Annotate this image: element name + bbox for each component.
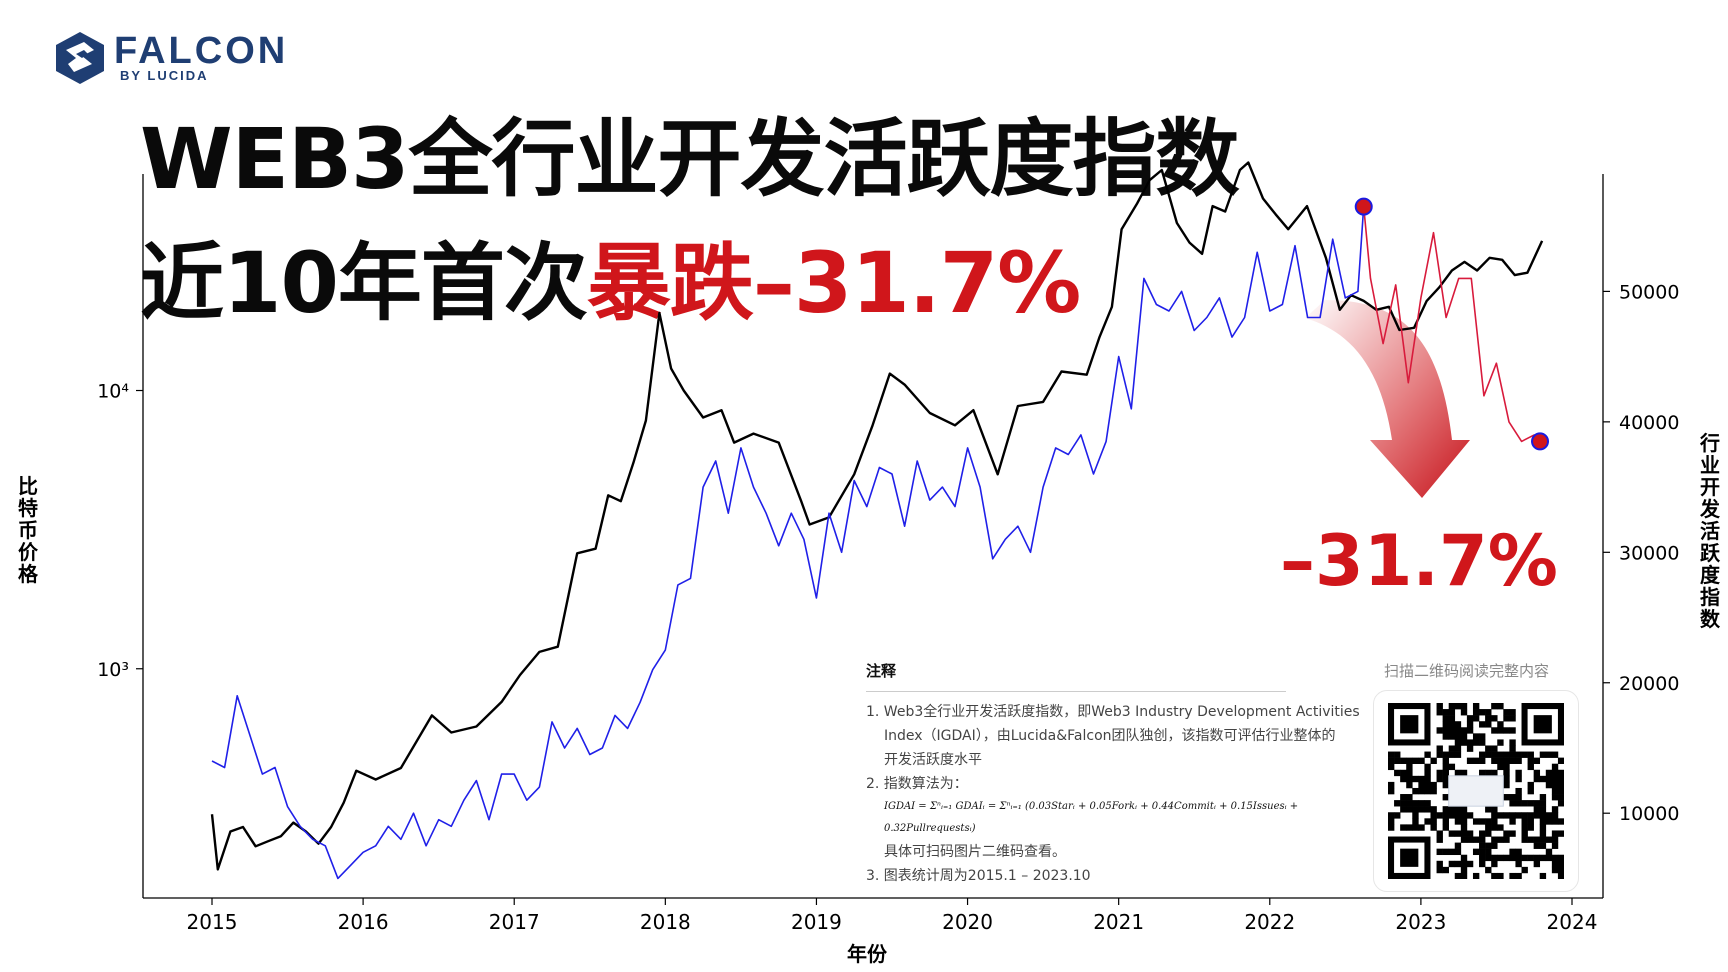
headline-line2: 近10年首次暴跌–31.7% — [140, 216, 1081, 337]
y-axis-right-label: 行业开发活跃度指数 — [1700, 431, 1720, 631]
y-right-tick-label: 40000 — [1619, 412, 1679, 434]
x-tick-label: 2024 — [1547, 910, 1598, 934]
marker-layer — [1354, 197, 1550, 451]
x-tick-label: 2020 — [942, 910, 993, 934]
x-tick-label: 2018 — [640, 910, 691, 934]
decline-arrow-icon — [1305, 300, 1470, 498]
note-divider — [866, 691, 1286, 692]
headline-line1: WEB3全行业开发活跃度指数 — [140, 110, 1240, 208]
note-item2-line2: 具体可扫码图片二维码查看。 — [884, 844, 1066, 860]
y-right-tick-label: 50000 — [1619, 281, 1679, 303]
y-right-tick-label: 10000 — [1619, 803, 1679, 825]
x-tick-label: 2021 — [1093, 910, 1144, 934]
y-left-tick-label: 10⁴ — [97, 381, 129, 403]
brand-logo: FALCON BY LUCIDA — [54, 30, 288, 86]
dev-index-line — [211, 206, 1365, 880]
note-box: 注释 1. Web3全行业开发活跃度指数，即Web3 Industry Deve… — [866, 660, 1366, 888]
btc-price-line — [210, 161, 1544, 871]
note-item2: 2. 指数算法为： — [866, 776, 968, 792]
qr-caption: 扫描二维码阅读完整内容 — [1384, 662, 1550, 680]
x-axis-label: 年份 — [847, 942, 887, 966]
dev-index-decline-line — [1362, 206, 1541, 443]
qr-code-icon[interactable] — [1388, 703, 1564, 879]
note-title: 注释 — [866, 662, 897, 680]
brand-subtitle: BY LUCIDA — [120, 67, 209, 83]
endpoint-marker — [1531, 432, 1550, 451]
decline-callout: –31.7% — [1280, 520, 1558, 602]
x-tick-label: 2022 — [1244, 910, 1295, 934]
headline-line2-prefix: 近10年首次 — [140, 234, 588, 332]
endpoint-marker — [1354, 197, 1373, 216]
y-left-tick-label: 10³ — [97, 659, 129, 681]
y-right-tick-label: 20000 — [1619, 673, 1679, 695]
brand-name: FALCON — [114, 29, 289, 72]
qr-code-card[interactable] — [1373, 690, 1579, 892]
x-tick-label: 2015 — [187, 910, 238, 934]
y-axis-left-label: 比特币价格 — [18, 474, 38, 586]
x-tick-label: 2017 — [489, 910, 540, 934]
headline-line2-highlight: 暴跌–31.7% — [586, 234, 1081, 332]
falcon-logo-icon — [56, 32, 104, 84]
right-y-axis-ticks: 10000 20000 30000 40000 50000 — [1603, 281, 1679, 825]
x-tick-label: 2023 — [1395, 910, 1446, 934]
series-layer — [210, 161, 1544, 880]
x-tick-label: 2019 — [791, 910, 842, 934]
note-formula: IGDAI = Σⁿᵢ₌₁ GDAIᵢ = Σⁿᵢ₌₁ (0.03Starᵢ +… — [884, 801, 1299, 834]
note-item1-line1: 1. Web3全行业开发活跃度指数，即Web3 Industry Develop… — [866, 704, 1360, 720]
note-item1-line3: 开发活跃度水平 — [884, 752, 982, 768]
note-item3: 3. 图表统计周为2015.1 – 2023.10 — [866, 868, 1091, 884]
x-tick-label: 2016 — [338, 910, 389, 934]
note-item1-line2: Index（IGDAI），由Lucida&Falcon团队独创，该指数可评估行业… — [884, 728, 1336, 744]
left-y-axis-ticks: 10³ 10⁴ — [97, 381, 143, 681]
y-right-tick-label: 30000 — [1619, 542, 1679, 564]
x-axis-ticks: 2015 2016 2017 2018 2019 2020 2021 2022 2023 2024 — [187, 898, 1598, 934]
